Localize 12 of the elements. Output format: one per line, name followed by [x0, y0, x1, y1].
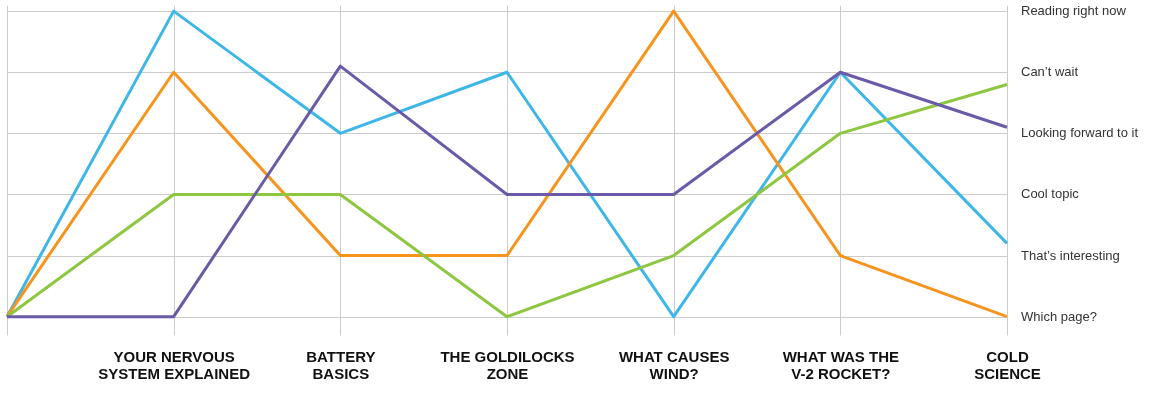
x-tick-label: WHAT CAUSES WIND?: [618, 347, 730, 382]
text: That’s interesting: [1021, 247, 1120, 263]
x-tick-label: COLD SCIENCE: [974, 347, 1041, 382]
x-tick-label: WHAT WAS THE V-2 ROCKET?: [782, 347, 900, 382]
text: Looking forward to it: [1021, 125, 1139, 141]
text: Reading right now: [1021, 3, 1127, 19]
text: Can’t wait: [1021, 64, 1079, 80]
x-tick-label: YOUR NERVOUS SYSTEM EXPLAINED: [98, 347, 251, 382]
text: Cool topic: [1021, 186, 1080, 202]
x-tick-label: BATTERY BASICS: [306, 347, 376, 382]
text: Which page?: [1021, 308, 1097, 324]
x-tick-label: THE GOLDILOCKS ZONE: [440, 347, 575, 382]
